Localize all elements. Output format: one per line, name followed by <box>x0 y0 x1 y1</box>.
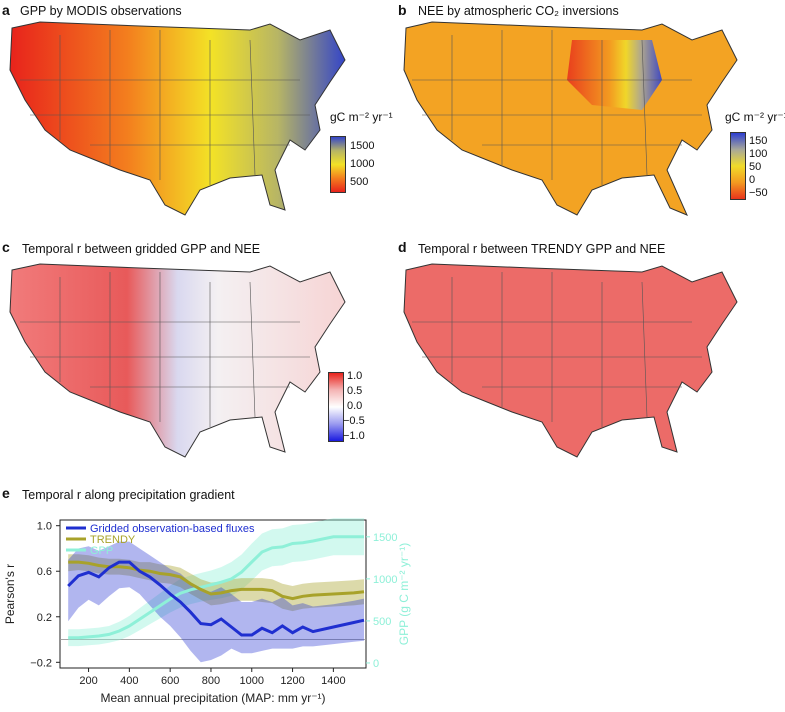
gpp-colorbar <box>330 136 346 193</box>
panel-a-title: GPP by MODIS observations <box>20 4 182 18</box>
legend-label-2: GPP <box>90 545 113 557</box>
series-line-2 <box>68 535 364 640</box>
y-tick-label-3: 1.0 <box>37 521 52 533</box>
colorbar-a-tick-2: 500 <box>350 176 369 188</box>
state-lines-a <box>20 30 310 185</box>
y2-tick-label-2: 1000 <box>373 574 397 586</box>
y-axis-label: Pearson's r <box>3 564 17 624</box>
colorbar-b-tick-1: 100 <box>749 148 768 160</box>
y2-tick-label-0: 0 <box>373 658 379 670</box>
panel-d-letter: d <box>398 239 407 255</box>
colorbar-c-tick-3: −0.5 <box>343 415 365 427</box>
x-axis-label: Mean annual precipitation (MAP: mm yr⁻¹) <box>100 691 325 705</box>
panel-c-letter: c <box>2 239 10 255</box>
panel-c-title: Temporal r between gridded GPP and NEE <box>22 242 261 256</box>
panel-e-title: Temporal r along precipitation gradient <box>22 488 235 502</box>
y2-axis-label: GPP (g C m⁻² yr⁻¹) <box>397 543 411 645</box>
x-tick-label-3: 800 <box>202 675 220 687</box>
colorbar-c-tick-0: 1.0 <box>347 370 363 382</box>
plot-frame <box>59 519 367 669</box>
corr-map-gridded <box>9 263 346 458</box>
midwest-sink-b <box>567 40 662 110</box>
colorbar-b-tick-3: 0 <box>749 174 756 186</box>
y2-tick-label-1: 500 <box>373 616 391 628</box>
nee-map <box>403 21 738 216</box>
panel-a: a GPP by MODIS observations gC m⁻² yr⁻¹ … <box>0 0 393 225</box>
x-tick-label-6: 1400 <box>321 675 345 687</box>
panel-b-unit: gC m⁻² yr⁻¹ <box>725 110 785 124</box>
panel-d-title: Temporal r between TRENDY GPP and NEE <box>418 242 666 256</box>
panel-d: d Temporal r between TRENDY GPP and NEE <box>392 236 785 466</box>
colorbar-c-tick-4: −1.0 <box>343 430 365 442</box>
colorbar-a-tick-1: 1000 <box>350 158 375 170</box>
y2-tick-label-3: 1500 <box>373 532 397 544</box>
panel-b-title: NEE by atmospheric CO₂ inversions <box>418 4 619 18</box>
gpp-map <box>9 21 346 216</box>
panel-c: c Temporal r between gridded GPP and NEE… <box>0 236 392 466</box>
y-tick-label-2: 0.6 <box>37 566 52 578</box>
colorbar-c-tick-1: 0.5 <box>347 385 363 397</box>
y-tick-label-1: 0.2 <box>37 612 52 624</box>
panel-e-letter: e <box>2 485 10 501</box>
colorbar-b-tick-4: −50 <box>749 187 768 199</box>
state-lines-b <box>412 30 702 185</box>
series-line-1 <box>68 560 365 601</box>
colorbar-b-tick-0: 150 <box>749 135 768 147</box>
legend-label-0: Gridded observation-based fluxes <box>90 523 255 535</box>
colorbar-c-tick-2: 0.0 <box>347 400 363 412</box>
y-tick-label-0: −0.2 <box>30 657 52 669</box>
colorbar-a-tick-0: 1500 <box>350 140 375 152</box>
panel-b-letter: b <box>398 2 407 18</box>
state-lines-c <box>20 272 310 427</box>
x-tick-label-0: 200 <box>79 675 97 687</box>
x-tick-label-4: 1000 <box>240 675 264 687</box>
panel-b: b NEE by atmospheric CO₂ inversions gC m… <box>392 0 785 225</box>
panel-a-letter: a <box>2 2 10 18</box>
x-tick-label-2: 600 <box>161 675 179 687</box>
legend-label-1: TRENDY <box>90 534 136 546</box>
series-line-0 <box>67 560 365 637</box>
nee-colorbar <box>730 132 746 200</box>
state-lines-d <box>412 272 702 427</box>
corr-colorbar-c <box>328 372 344 442</box>
us-map-c <box>9 263 346 458</box>
us-map-a <box>9 21 346 216</box>
x-tick-label-5: 1200 <box>280 675 304 687</box>
us-map-d <box>403 263 738 458</box>
panel-e: e Temporal r along precipitation gradien… <box>0 480 785 712</box>
corr-map-trendy <box>403 263 738 458</box>
colorbar-b-tick-2: 50 <box>749 161 762 173</box>
x-tick-label-1: 400 <box>120 675 138 687</box>
panel-a-unit: gC m⁻² yr⁻¹ <box>330 110 393 124</box>
